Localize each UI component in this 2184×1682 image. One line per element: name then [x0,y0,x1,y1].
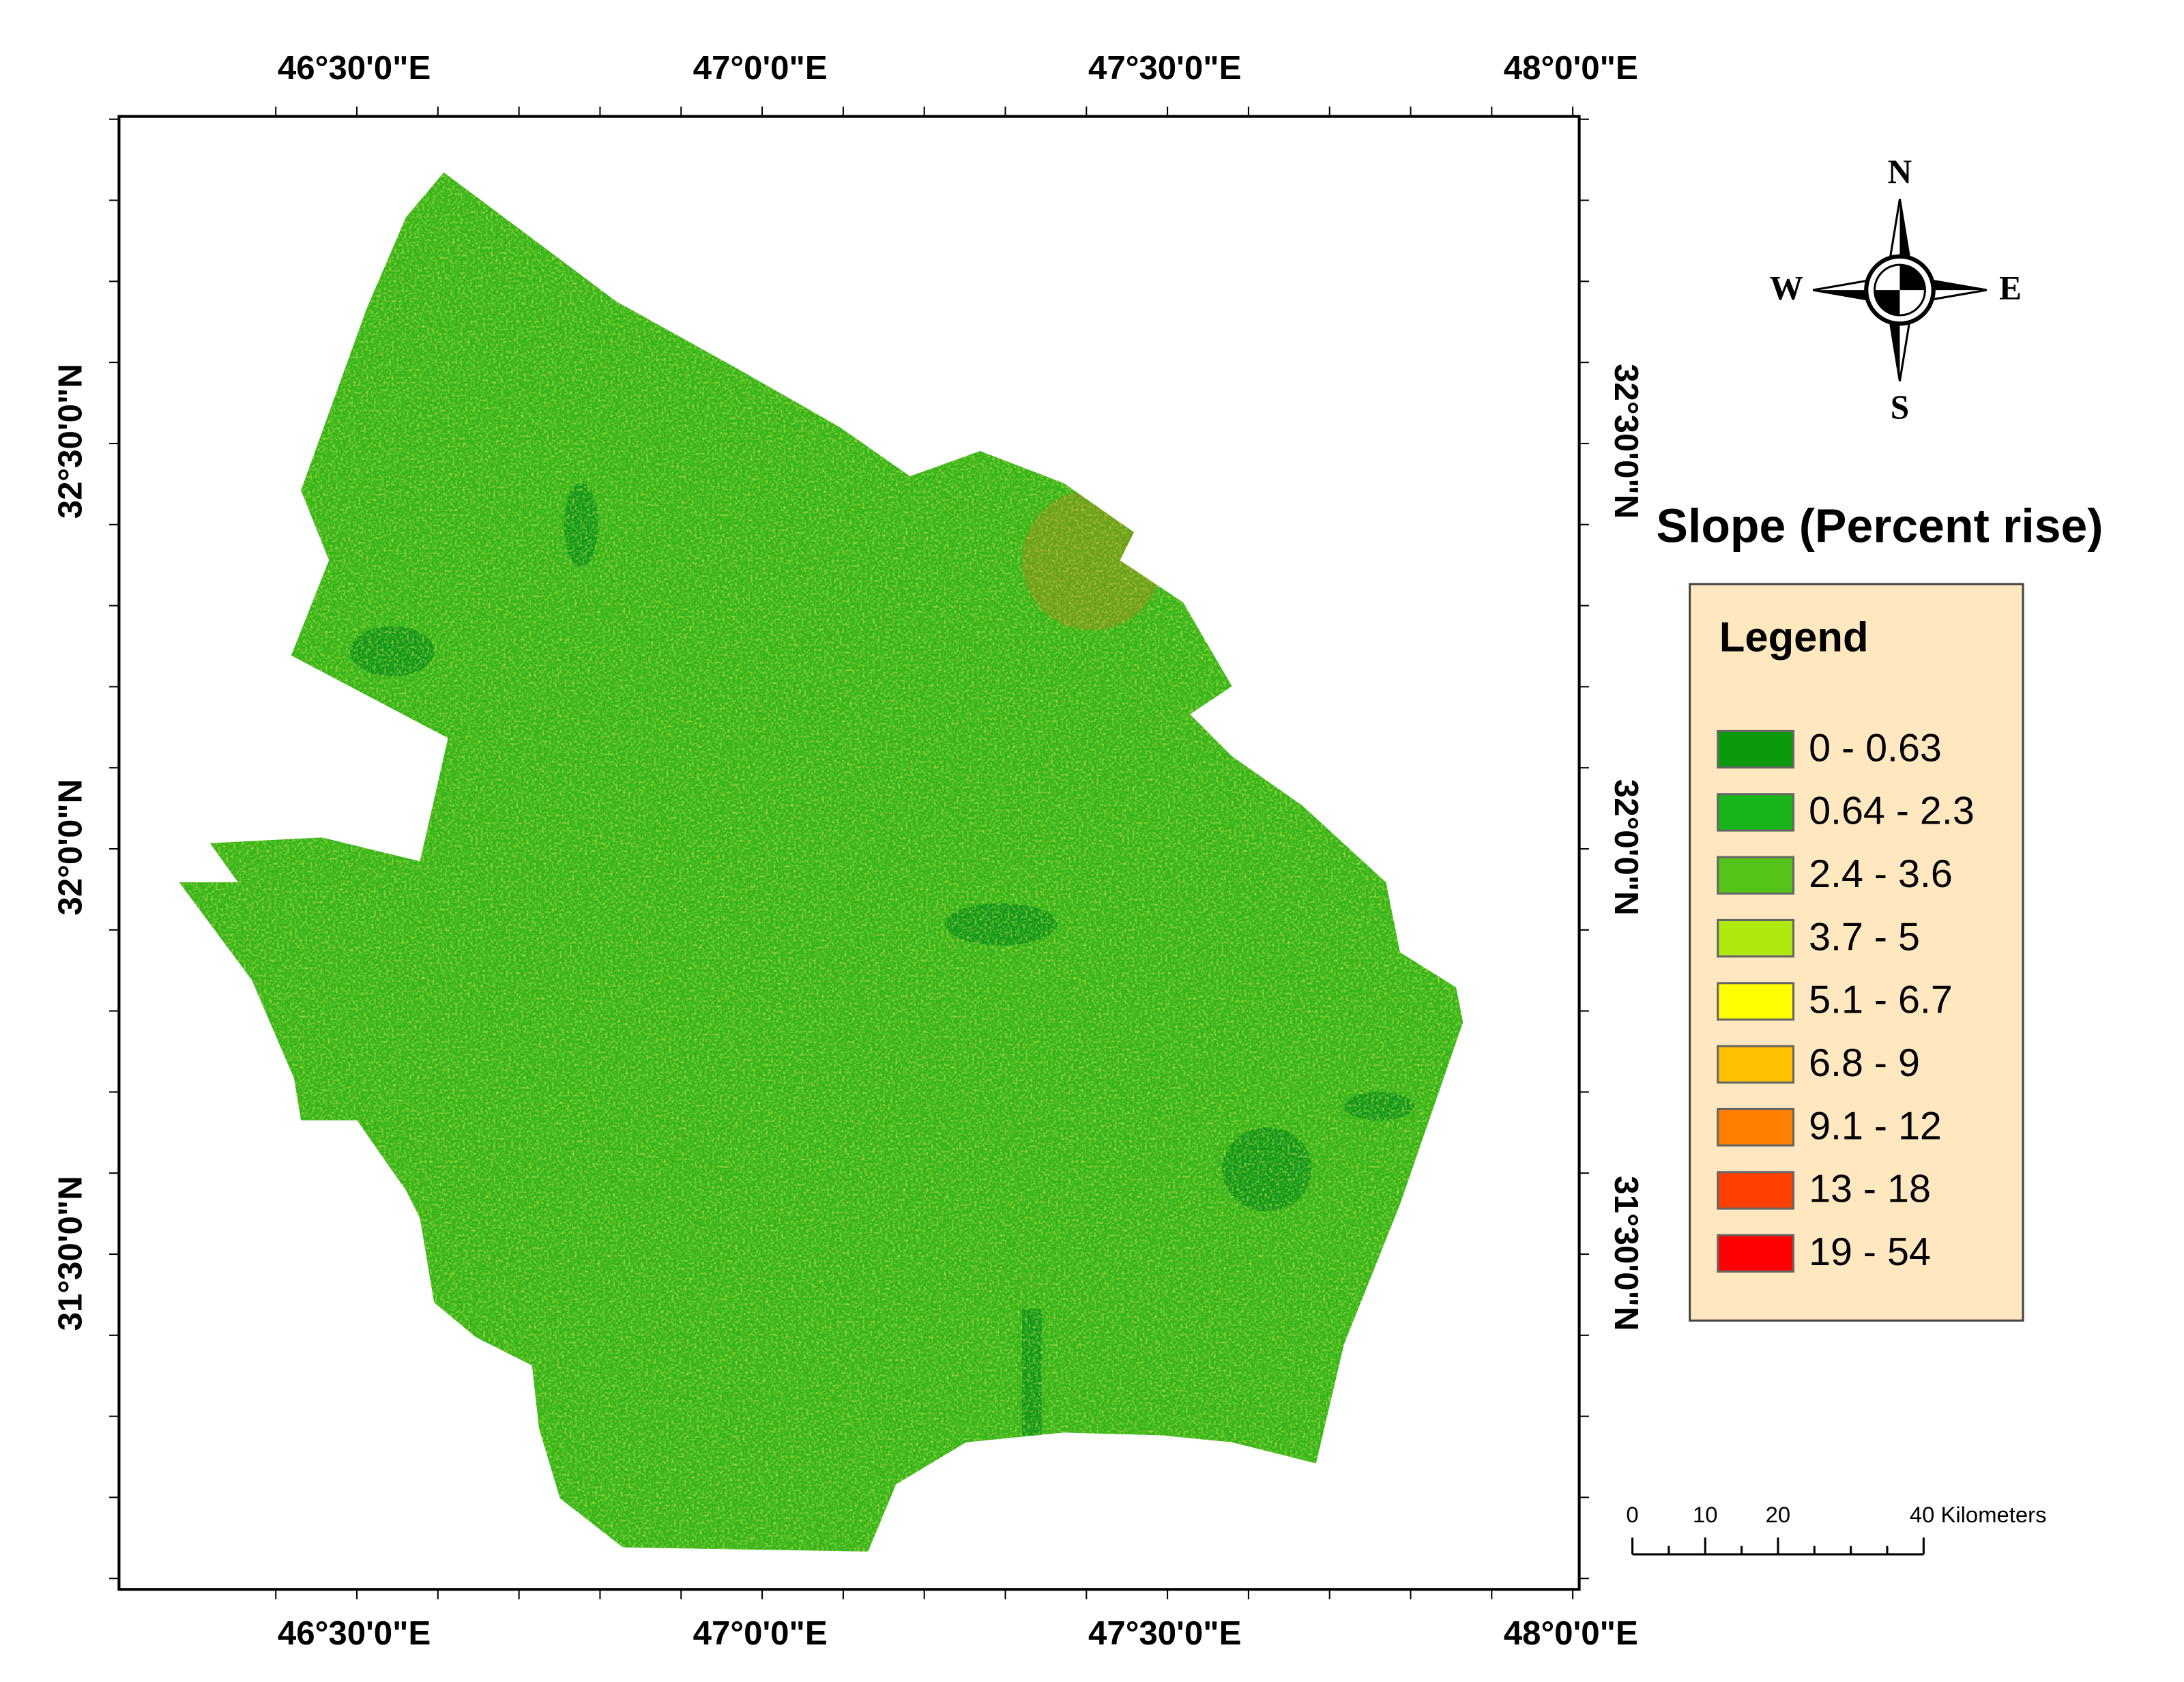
scale-labels: 0 10 20 40 Kilometers [1626,1502,2046,1527]
top-coordinate-label: 47°30'0"E [1088,49,1241,87]
left-coordinate-label: 31°30'0"N [52,1176,89,1331]
bottom-coordinate-label: 48°0'0"E [1504,1614,1638,1652]
scale-label: 20 [1766,1502,1791,1527]
legend-label: 9.1 - 12 [1809,1104,1942,1148]
right-coordinate-label: 32°0'0"N [1607,779,1645,916]
map-title: Slope (Percent rise) [1656,499,2103,552]
bottom-coordinate-label: 46°30'0"E [278,1614,431,1652]
bottom-coordinate-label: 47°30'0"E [1088,1614,1241,1652]
legend-swatch [1717,918,1795,958]
legend-label: 2.4 - 3.6 [1809,852,1953,896]
legend-label: 0 - 0.63 [1809,726,1942,770]
top-coordinate-label: 47°0'0"E [693,49,828,87]
scale-label: 40 Kilometers [1910,1502,2047,1527]
scale-label: 10 [1693,1502,1718,1527]
legend-swatch [1717,729,1795,769]
bottom-coordinate-label: 47°0'0"E [693,1614,828,1652]
legend-title: Legend [1719,613,1869,661]
top-coordinate-label: 48°0'0"E [1504,49,1638,87]
legend-label: 13 - 18 [1809,1168,1931,1211]
right-coordinate-label: 32°30'0"N [1607,364,1645,519]
legend-label: 5.1 - 6.7 [1809,978,1953,1022]
north-arrow [1812,199,1987,381]
right-coordinate-label: 31°30'0"N [1607,1176,1645,1331]
top-coordinate-label: 46°30'0"E [278,49,431,87]
legend-swatch [1717,1171,1795,1210]
left-coordinate-label: 32°30'0"N [52,364,89,519]
compass-west: W [1770,269,1803,306]
scale-bar [1631,1537,1925,1556]
legend-swatch [1717,1107,1795,1147]
graticule-ticks [109,106,1589,1599]
scale-label: 0 [1626,1502,1638,1527]
legend-swatch [1717,793,1795,832]
legend-swatch [1717,982,1795,1021]
legend-label: 0.64 - 2.3 [1809,789,1975,833]
legend-label: 3.7 - 5 [1809,915,1920,959]
left-coordinate-label: 32°0'0"N [52,779,89,916]
compass-north: N [1888,153,1912,190]
compass-east: E [1999,269,2022,306]
legend-items: 0 - 0.63 0.64 - 2.3 2.4 - 3.6 3.7 - 5 5.1 - … [1717,726,1975,1274]
legend-swatch [1717,1045,1795,1084]
compass-south: S [1891,388,1909,426]
legend-label: 6.8 - 9 [1809,1041,1920,1085]
legend-swatch [1717,856,1795,895]
legend-label: 19 - 54 [1809,1230,1931,1274]
legend-swatch [1717,1234,1795,1273]
